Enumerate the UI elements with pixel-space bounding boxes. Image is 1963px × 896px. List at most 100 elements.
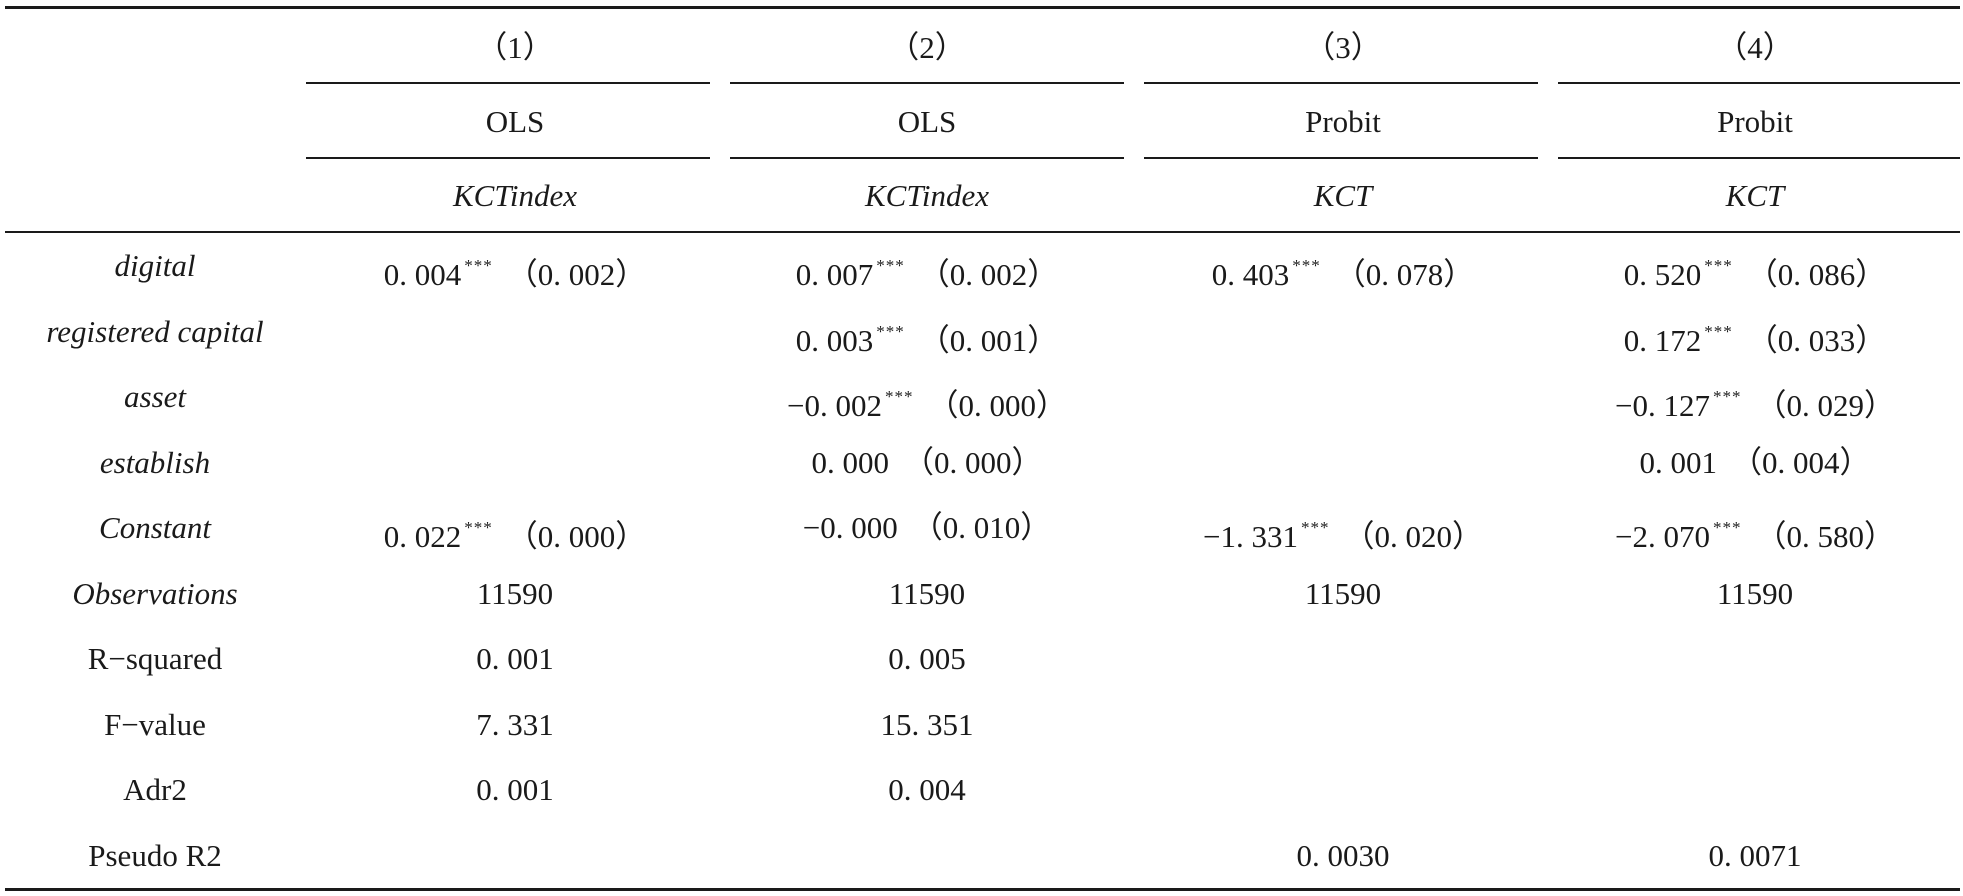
cell-value: 0. 004 <box>888 772 966 807</box>
table-cell: 7. 331 <box>315 705 715 745</box>
row-label: registered capital <box>5 312 305 352</box>
table-cell: 0. 022 *** （0. 000） <box>315 508 715 557</box>
row-label-text: Constant <box>99 510 211 545</box>
significance-stars: *** <box>464 518 493 537</box>
coefficient: 0. 001 <box>1639 445 1718 480</box>
standard-error: （0. 020） <box>1343 519 1483 554</box>
table-cell: 0. 520 *** （0. 086） <box>1555 246 1955 295</box>
column-number-rule <box>306 82 710 84</box>
row-label: Observations <box>5 574 305 614</box>
row-label-text: F−value <box>104 707 206 742</box>
coefficient: −2. 070 <box>1615 519 1710 554</box>
table-cell: 0. 004 *** （0. 002） <box>315 246 715 295</box>
table-cell: −1. 331 *** （0. 020） <box>1143 508 1543 557</box>
table-cell: 11590 <box>727 574 1127 614</box>
coefficient: 0. 022 <box>383 519 462 554</box>
row-label-superscript: 2 <box>206 838 222 873</box>
table-cell: 0. 005 <box>727 639 1127 679</box>
column-depvar: KCTindex <box>452 178 577 213</box>
table-cell: 15. 351 <box>727 705 1127 745</box>
table-cell: 0. 403 *** （0. 078） <box>1143 246 1543 295</box>
standard-error: （0. 580） <box>1755 519 1895 554</box>
coefficient: 0. 000 <box>811 445 890 480</box>
cell-value: 0. 001 <box>476 641 554 676</box>
table-cell: 11590 <box>315 574 715 614</box>
standard-error: （0. 086） <box>1746 257 1887 292</box>
cell-value: 11590 <box>888 576 966 611</box>
cell-value: 11590 <box>476 576 554 611</box>
table-cell: 0. 007 *** （0. 002） <box>727 246 1127 295</box>
table-cell: 11590 <box>1555 574 1955 614</box>
column-method-rule <box>1558 157 1960 159</box>
table-cell: 0. 172 *** （0. 033） <box>1555 312 1955 361</box>
table-cell: 0. 000 （0. 000） <box>727 443 1127 483</box>
table-cell: 0. 001 <box>315 770 715 810</box>
table-cell: −0. 127 *** （0. 029） <box>1555 377 1955 426</box>
standard-error: （0. 078） <box>1334 257 1475 292</box>
coefficient: 0. 403 <box>1211 257 1290 292</box>
table-cell: 0. 001 （0. 004） <box>1555 443 1955 483</box>
coefficient: −1. 331 <box>1203 519 1298 554</box>
cell-value: 0. 005 <box>888 641 966 676</box>
standard-error: （0. 029） <box>1755 388 1895 423</box>
row-label: Constant <box>5 508 305 548</box>
significance-stars: *** <box>1300 518 1330 537</box>
column-number: （3） <box>1304 30 1382 65</box>
column-method: Probit <box>1717 104 1793 139</box>
table-cell: 0. 001 <box>315 639 715 679</box>
column-method-rule <box>1144 157 1538 159</box>
coefficient: −0. 127 <box>1615 388 1710 423</box>
standard-error: （0. 001） <box>918 323 1059 358</box>
significance-stars: *** <box>1712 387 1742 406</box>
coefficient: −0. 002 <box>787 388 882 423</box>
row-label: Pseudo R2 <box>5 836 305 876</box>
column-method-rule <box>730 157 1124 159</box>
standard-error: （0. 000） <box>903 445 1043 480</box>
table-cell: 0. 0030 <box>1143 836 1543 876</box>
column-number: （1） <box>476 30 554 65</box>
coefficient: 0. 004 <box>383 257 462 292</box>
cell-value: 0. 0030 <box>1296 838 1390 873</box>
row-label-text: digital <box>114 248 196 283</box>
coefficient: −0. 000 <box>802 510 898 545</box>
cell-value: 15. 351 <box>880 707 974 742</box>
column-method: Probit <box>1305 104 1381 139</box>
row-label-text: Pseudo R <box>88 838 207 873</box>
column-depvar: KCTindex <box>864 178 989 213</box>
significance-stars: *** <box>1704 256 1733 275</box>
standard-error: （0. 004） <box>1731 445 1871 480</box>
standard-error: （0. 033） <box>1746 323 1887 358</box>
significance-stars: *** <box>1704 322 1733 341</box>
coefficient: 0. 520 <box>1623 257 1702 292</box>
column-number-rule <box>1144 82 1538 84</box>
column-number-rule <box>1558 82 1960 84</box>
column-depvar: KCT <box>1725 178 1785 213</box>
table-cell: 0. 004 <box>727 770 1127 810</box>
coefficient: 0. 172 <box>1623 323 1702 358</box>
row-label-text: R−squared <box>87 641 223 676</box>
row-label-text: Observations <box>72 576 238 611</box>
table-cell: −0. 000 （0. 010） <box>727 508 1127 548</box>
column-number: （4） <box>1716 30 1794 65</box>
standard-error: （0. 000） <box>927 388 1067 423</box>
significance-stars: *** <box>884 387 914 406</box>
cell-value: 11590 <box>1304 576 1382 611</box>
header-bottom-rule <box>5 231 1960 233</box>
significance-stars: *** <box>876 256 905 275</box>
table-cell: 0. 003 *** （0. 001） <box>727 312 1127 361</box>
bottom-rule <box>5 888 1960 891</box>
row-label-text: asset <box>124 379 186 414</box>
cell-value: 0. 001 <box>476 772 554 807</box>
column-method: OLS <box>897 104 957 139</box>
table-cell: 0. 0071 <box>1555 836 1955 876</box>
row-label: F−value <box>5 705 305 745</box>
standard-error: （0. 002） <box>506 257 647 292</box>
table-cell: 11590 <box>1143 574 1543 614</box>
row-label-text: Adr2 <box>123 772 187 807</box>
standard-error: （0. 010） <box>911 510 1052 545</box>
row-label-text: establish <box>99 445 211 480</box>
significance-stars: *** <box>1712 518 1742 537</box>
significance-stars: *** <box>464 256 493 275</box>
column-method-rule <box>306 157 710 159</box>
cell-value: 0. 0071 <box>1708 838 1802 873</box>
